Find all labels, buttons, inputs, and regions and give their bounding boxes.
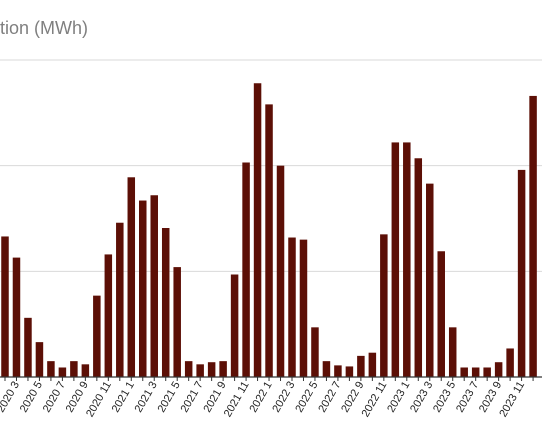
bar [196, 364, 204, 377]
bar [127, 177, 136, 377]
bar [253, 83, 262, 377]
bar [184, 361, 193, 377]
bar [311, 327, 319, 377]
bar [437, 251, 445, 377]
bar [1, 236, 9, 377]
bar [322, 361, 331, 377]
bar [81, 364, 90, 377]
bar [161, 228, 170, 377]
bar [414, 158, 423, 377]
bar [242, 162, 250, 377]
bar [448, 327, 457, 377]
bar [35, 342, 44, 377]
bar [357, 355, 365, 377]
bar [345, 366, 354, 377]
bar [173, 267, 181, 377]
chart-title: tion (MWh) [0, 18, 89, 38]
bar [529, 95, 537, 377]
bar [70, 361, 78, 377]
bar [93, 295, 101, 377]
bar [483, 367, 491, 377]
bar [139, 200, 147, 377]
bar [517, 169, 526, 377]
bar [288, 237, 296, 377]
bar [276, 165, 285, 377]
bar [219, 361, 227, 377]
bar [460, 367, 468, 377]
bar [471, 367, 480, 377]
bar [207, 362, 216, 377]
bar [368, 352, 377, 377]
bar [47, 361, 55, 377]
bar [150, 195, 158, 377]
bars [1, 83, 537, 377]
bar [334, 365, 342, 377]
bar [104, 254, 113, 377]
bar [403, 142, 411, 377]
bar [58, 367, 67, 377]
bar [380, 234, 388, 377]
bar [12, 257, 21, 377]
bar [24, 317, 32, 377]
bar [299, 239, 308, 377]
bar [426, 183, 434, 377]
bar [506, 348, 514, 377]
bar [230, 274, 239, 377]
bar [494, 362, 503, 377]
bar [265, 104, 273, 377]
bar [116, 222, 124, 377]
bar [391, 142, 400, 377]
